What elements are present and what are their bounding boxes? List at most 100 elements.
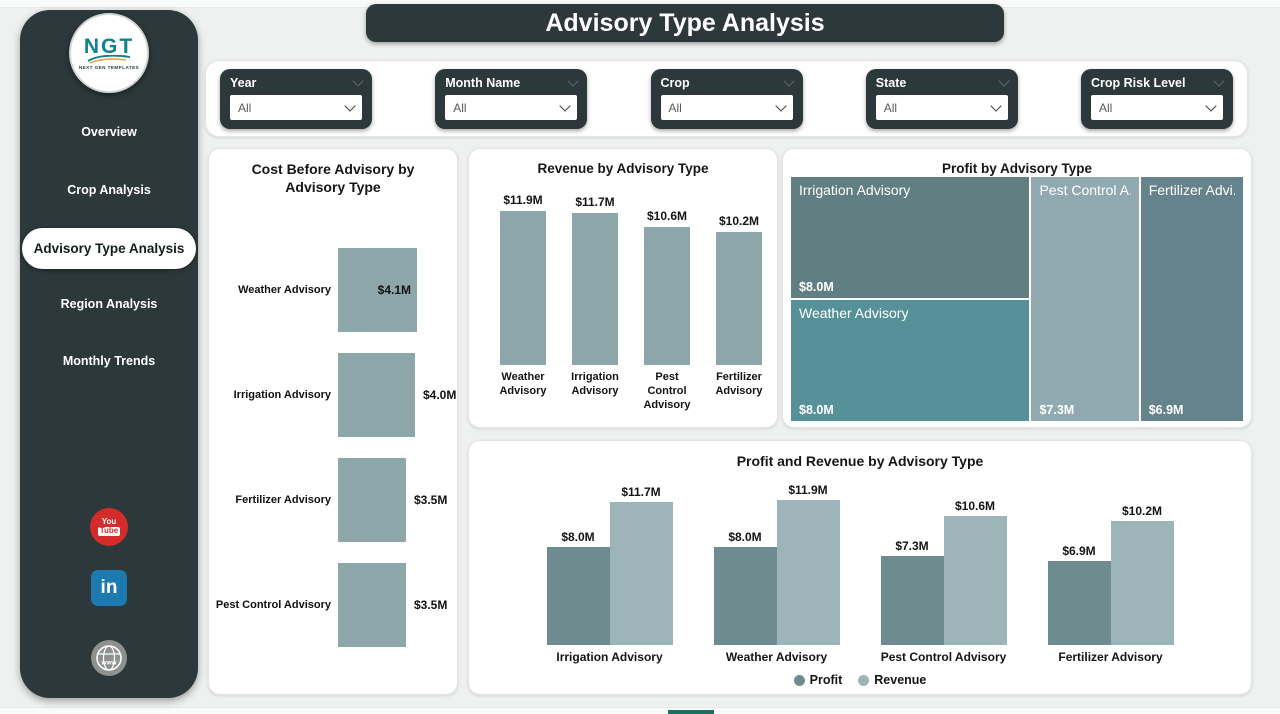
revenue-bar-fertilizer-advisory[interactable] bbox=[1110, 521, 1174, 645]
filter-collapse-chevron-icon[interactable] bbox=[782, 75, 795, 87]
revenue-bar-weather-advisory[interactable] bbox=[500, 211, 546, 366]
cost-bar-pest-control-advisory[interactable] bbox=[338, 563, 406, 647]
category-label: Fertilizer Advisory bbox=[235, 494, 331, 506]
legend-item-profit[interactable]: Profit bbox=[793, 673, 842, 687]
cost-bar-fertilizer-advisory[interactable] bbox=[338, 458, 406, 542]
cost-bar-weather-advisory[interactable]: $4.1M bbox=[338, 248, 417, 332]
month-name-dropdown[interactable]: All bbox=[445, 95, 578, 120]
treemap-tile-fertilizer-advisory[interactable]: Fertilizer Advi... $6.9M bbox=[1140, 177, 1243, 421]
filter-header-crop-risk-level: Crop Risk Level bbox=[1091, 75, 1225, 90]
profit-bar-fertilizer-advisory[interactable] bbox=[1047, 561, 1111, 645]
page-title-text: Advisory Type Analysis bbox=[545, 8, 825, 37]
cost-chart-plot: Weather Advisory $4.1M Irrigation Advisory… bbox=[209, 248, 457, 668]
chart-title: Profit and Revenue by Advisory Type bbox=[736, 453, 984, 469]
category-label: Weather Advisory bbox=[499, 371, 547, 397]
combo-group-fertilizer-advisory: $6.9M $10.2M Fertilizer Advisory bbox=[1046, 475, 1176, 664]
profit-bar-weather-advisory[interactable] bbox=[713, 547, 777, 645]
revenue-bar-fertilizer-advisory[interactable] bbox=[716, 232, 762, 365]
revenue-bar-irrigation-advisory[interactable] bbox=[572, 213, 618, 365]
state-dropdown[interactable]: All bbox=[875, 95, 1008, 120]
dropdown-chevron-icon bbox=[559, 100, 571, 112]
chart-legend: Profit Revenue bbox=[469, 673, 1251, 687]
category-label: Pest Control Advisory bbox=[215, 599, 331, 611]
sidebar-item-monthly-trends[interactable]: Monthly Trends bbox=[62, 354, 156, 368]
bar-pair: $7.3M $10.6M bbox=[880, 499, 1007, 645]
filter-card-month-name: Month Name All bbox=[435, 68, 588, 129]
dropdown-value: All bbox=[453, 100, 467, 115]
revenue-bar-irrigation-advisory[interactable] bbox=[609, 502, 673, 645]
legend-item-revenue[interactable]: Revenue bbox=[858, 673, 926, 687]
data-label: $10.6M bbox=[646, 209, 688, 223]
category-label: Irrigation Advisory bbox=[571, 371, 619, 397]
dropdown-chevron-icon bbox=[1205, 100, 1217, 112]
data-label: $3.5M bbox=[414, 493, 448, 507]
data-label: $4.1M bbox=[377, 283, 411, 297]
logo-swoosh-icon bbox=[87, 55, 131, 64]
data-label: $6.9M bbox=[1148, 403, 1184, 417]
series-column: $11.9M bbox=[776, 483, 840, 645]
data-label: $8.0M bbox=[799, 403, 834, 417]
filter-label: Year bbox=[230, 75, 257, 90]
year-dropdown[interactable]: All bbox=[230, 95, 362, 120]
filter-card-crop: Crop All bbox=[650, 68, 803, 129]
youtube-label-top: You bbox=[101, 517, 117, 527]
youtube-icon[interactable]: You Tube bbox=[90, 508, 128, 546]
youtube-label-bottom: Tube bbox=[97, 526, 121, 536]
sidebar-item-region-analysis[interactable]: Region Analysis bbox=[60, 297, 158, 311]
profit-revenue-chart: Profit and Revenue by Advisory Type $8.0… bbox=[468, 440, 1252, 695]
data-label: $3.5M bbox=[414, 598, 448, 612]
revenue-column-group: $11.7M Irrigation Advisory bbox=[566, 193, 624, 421]
dropdown-value: All bbox=[1099, 100, 1113, 115]
linkedin-icon[interactable]: in bbox=[91, 570, 127, 606]
legend-label: Revenue bbox=[874, 673, 927, 687]
combo-group-weather-advisory: $8.0M $11.9M Weather Advisory bbox=[712, 475, 842, 664]
page-accent-mark bbox=[668, 710, 714, 714]
category-label: Pest Control Advisory bbox=[880, 650, 1007, 664]
filter-collapse-chevron-icon[interactable] bbox=[1213, 75, 1225, 87]
series-column: $11.7M bbox=[609, 485, 673, 645]
series-column: $6.9M bbox=[1047, 544, 1111, 645]
bar-pair: $8.0M $11.7M bbox=[546, 485, 673, 645]
crop-risk-level-dropdown[interactable]: All bbox=[1091, 95, 1223, 120]
sidebar-item-overview[interactable]: Overview bbox=[81, 125, 137, 139]
sidebar-item-advisory-type-analysis[interactable]: Advisory Type Analysis bbox=[22, 228, 196, 269]
filter-collapse-chevron-icon[interactable] bbox=[352, 75, 364, 87]
cost-bar-row: Fertilizer Advisory $3.5M bbox=[209, 458, 457, 542]
profit-bar-pest-control-advisory[interactable] bbox=[880, 556, 944, 645]
filter-header-year: Year bbox=[230, 75, 364, 90]
chart-title: Revenue by Advisory Type bbox=[537, 161, 709, 176]
revenue-chart-plot: $11.9M Weather Advisory $11.7M Irrigation A… bbox=[493, 193, 769, 421]
revenue-by-advisory-chart: Revenue by Advisory Type $11.9M Weather A… bbox=[468, 148, 778, 428]
treemap-tile-pest-control-advisory[interactable]: Pest Control A... $7.3M bbox=[1031, 177, 1139, 421]
combo-group-irrigation-advisory: $8.0M $11.7M Irrigation Advisory bbox=[545, 475, 675, 664]
bar-pair: $8.0M $11.9M bbox=[713, 483, 840, 645]
data-label: $6.9M bbox=[1062, 544, 1096, 558]
data-label: $7.3M bbox=[895, 539, 929, 553]
website-globe-icon[interactable]: www bbox=[91, 640, 127, 676]
filter-collapse-chevron-icon[interactable] bbox=[998, 75, 1010, 87]
filter-label: Crop bbox=[660, 75, 690, 90]
series-column: $10.6M bbox=[943, 499, 1007, 645]
filter-card-year: Year All bbox=[220, 68, 372, 129]
crop-dropdown[interactable]: All bbox=[660, 95, 793, 120]
treemap-tile-weather-advisory[interactable]: Weather Advisory $8.0M bbox=[791, 300, 1030, 421]
data-label: $11.7M bbox=[621, 485, 661, 499]
series-column: $8.0M bbox=[713, 530, 777, 645]
category-label: Fertilizer Advisory bbox=[715, 371, 763, 397]
revenue-bar-pest-control-advisory[interactable] bbox=[644, 227, 690, 365]
sidebar-item-crop-analysis[interactable]: Crop Analysis bbox=[67, 183, 151, 197]
data-label: $11.7M bbox=[575, 195, 615, 209]
revenue-bar-weather-advisory[interactable] bbox=[776, 500, 840, 645]
treemap-tile-irrigation-advisory[interactable]: Irrigation Advisory $8.0M bbox=[791, 177, 1030, 298]
dropdown-value: All bbox=[238, 100, 252, 115]
cost-before-advisory-chart: Cost Before Advisory by Advisory Type We… bbox=[208, 148, 458, 695]
series-column: $10.2M bbox=[1110, 504, 1174, 645]
dropdown-chevron-icon bbox=[774, 100, 787, 112]
filter-collapse-chevron-icon[interactable] bbox=[567, 75, 579, 87]
revenue-bar-pest-control-advisory[interactable] bbox=[943, 516, 1007, 645]
filter-label: State bbox=[875, 75, 907, 90]
cost-bar-row: Weather Advisory $4.1M bbox=[209, 248, 457, 332]
data-label: $10.2M bbox=[718, 214, 760, 228]
profit-bar-irrigation-advisory[interactable] bbox=[546, 547, 610, 645]
cost-bar-irrigation-advisory[interactable] bbox=[338, 353, 415, 437]
